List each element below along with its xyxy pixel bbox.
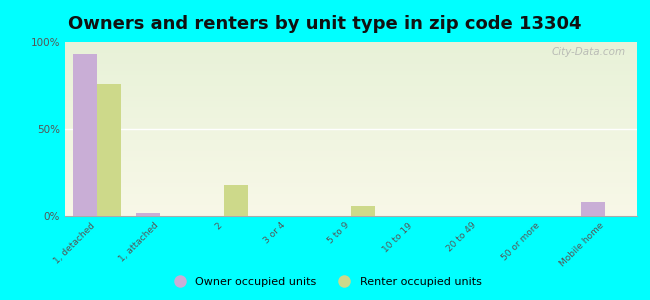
Bar	[97, 84, 121, 216]
Legend: Owner occupied units, Renter occupied units: Owner occupied units, Renter occupied un…	[164, 273, 486, 291]
Bar	[136, 212, 161, 216]
Text: Owners and renters by unit type in zip code 13304: Owners and renters by unit type in zip c…	[68, 15, 582, 33]
Text: City-Data.com: City-Data.com	[551, 47, 625, 57]
Bar	[351, 206, 375, 216]
Bar	[581, 202, 605, 216]
Bar	[73, 54, 97, 216]
Bar	[224, 185, 248, 216]
